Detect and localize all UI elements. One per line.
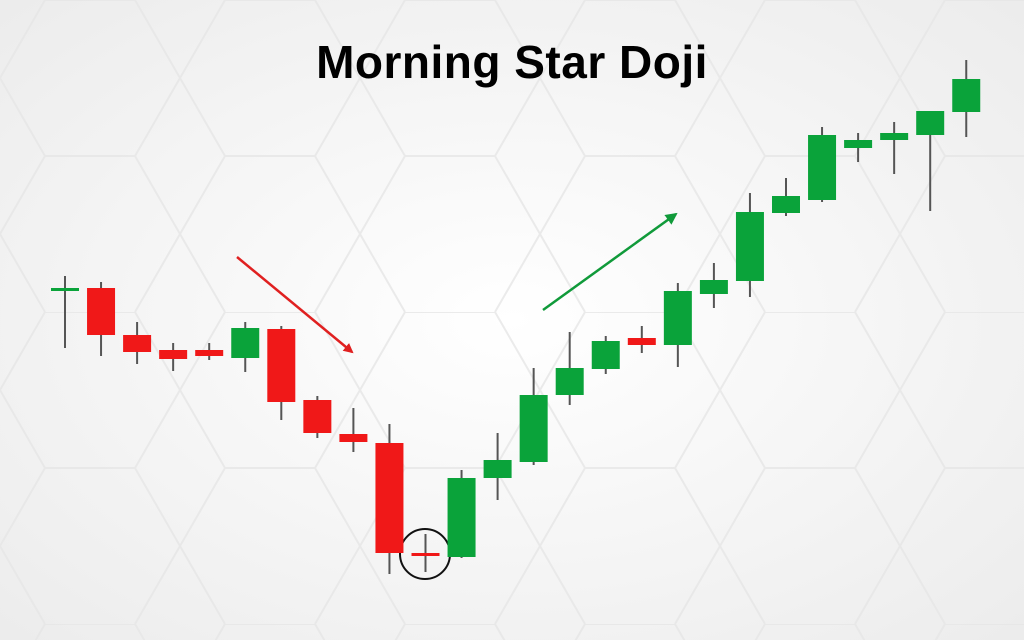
candle-body	[267, 329, 296, 402]
candle-body	[375, 443, 404, 553]
chart-title: Morning Star Doji	[316, 36, 708, 88]
candle-body	[303, 400, 332, 433]
candles	[51, 60, 981, 574]
candle-body	[627, 338, 656, 345]
candle-body	[123, 335, 152, 352]
candle-body	[952, 79, 981, 112]
candle-body	[519, 395, 548, 462]
candle-body	[699, 280, 728, 294]
candle-body	[51, 288, 79, 291]
candle-body	[844, 140, 873, 148]
candle-body	[87, 288, 116, 335]
candle-body	[772, 196, 800, 213]
up-arrow	[542, 212, 678, 312]
down-arrow	[236, 256, 354, 354]
candle-body	[447, 478, 476, 557]
candle-body	[880, 133, 909, 140]
candle-body	[591, 341, 620, 369]
candle-body	[555, 368, 584, 395]
candle-body	[411, 553, 440, 556]
candle-body	[916, 111, 945, 135]
candle-body	[339, 434, 368, 442]
candle-body	[195, 350, 224, 356]
candle-body	[808, 135, 837, 200]
candle-body	[663, 291, 692, 345]
candle-body	[159, 350, 188, 359]
candle-body	[231, 328, 260, 358]
candle-body	[735, 212, 764, 281]
candle-body	[483, 460, 512, 478]
